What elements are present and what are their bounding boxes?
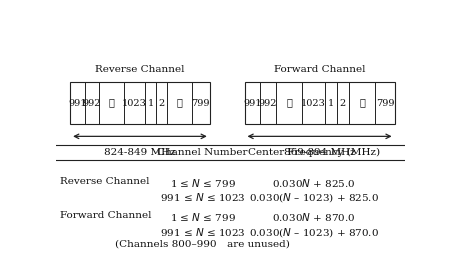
Text: Channel Number: Channel Number	[158, 148, 248, 157]
FancyBboxPatch shape	[245, 82, 395, 124]
Text: 1023: 1023	[301, 99, 326, 107]
FancyBboxPatch shape	[70, 82, 210, 124]
Text: 1 ≤ $N$ ≤ 799: 1 ≤ $N$ ≤ 799	[170, 177, 236, 189]
Text: 0.030$N$ + 870.0: 0.030$N$ + 870.0	[272, 211, 356, 223]
Text: 992: 992	[83, 99, 101, 107]
Text: Forward Channel: Forward Channel	[60, 211, 151, 220]
Text: 2: 2	[340, 99, 346, 107]
Text: Center Frequency (MHz): Center Frequency (MHz)	[248, 148, 380, 157]
Text: 799: 799	[192, 99, 210, 107]
Text: 0.030($N$ – 1023) + 870.0: 0.030($N$ – 1023) + 870.0	[249, 226, 379, 239]
Text: ⋯: ⋯	[286, 99, 292, 107]
Text: ⋯: ⋯	[108, 99, 114, 107]
Text: 991 ≤ $N$ ≤ 1023: 991 ≤ $N$ ≤ 1023	[160, 191, 246, 203]
Text: 1023: 1023	[122, 99, 147, 107]
Text: ⋯: ⋯	[359, 99, 365, 107]
Text: 2: 2	[158, 99, 165, 107]
Text: Forward Channel: Forward Channel	[274, 65, 365, 74]
Text: 0.030$N$ + 825.0: 0.030$N$ + 825.0	[272, 177, 356, 189]
Text: Reverse Channel: Reverse Channel	[95, 65, 184, 74]
Text: ⋯: ⋯	[177, 99, 183, 107]
Text: 824-849 MHz: 824-849 MHz	[104, 148, 176, 157]
Text: 869-894 MHz: 869-894 MHz	[284, 148, 356, 157]
Text: Reverse Channel: Reverse Channel	[60, 177, 149, 186]
Text: 1: 1	[328, 99, 334, 107]
Text: 991: 991	[243, 99, 261, 107]
Text: 0.030($N$ – 1023) + 825.0: 0.030($N$ – 1023) + 825.0	[249, 191, 379, 204]
Text: 1: 1	[148, 99, 154, 107]
Text: 1 ≤ $N$ ≤ 799: 1 ≤ $N$ ≤ 799	[170, 211, 236, 223]
Text: 992: 992	[259, 99, 277, 107]
Text: 991: 991	[68, 99, 87, 107]
Text: 991 ≤ $N$ ≤ 1023: 991 ≤ $N$ ≤ 1023	[160, 226, 246, 238]
Text: 799: 799	[376, 99, 394, 107]
Text: (Channels 800–990  are unused): (Channels 800–990 are unused)	[115, 239, 290, 248]
